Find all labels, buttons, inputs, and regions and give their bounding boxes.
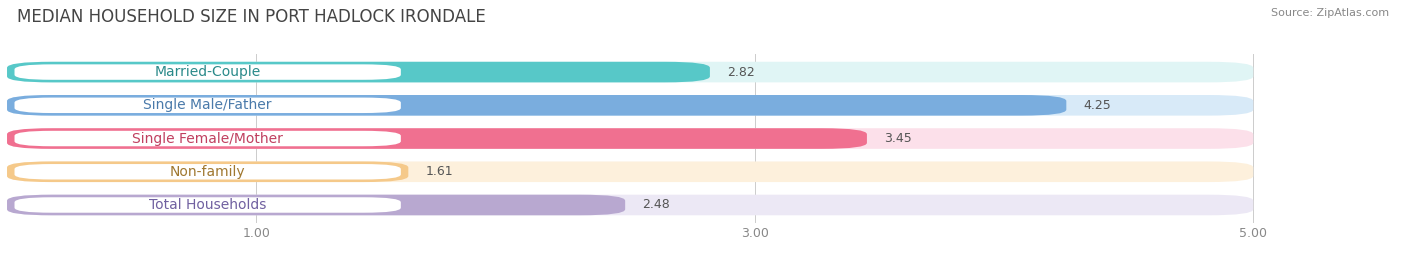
Text: 4.25: 4.25	[1084, 99, 1112, 112]
Text: Married-Couple: Married-Couple	[155, 65, 260, 79]
Text: MEDIAN HOUSEHOLD SIZE IN PORT HADLOCK IRONDALE: MEDIAN HOUSEHOLD SIZE IN PORT HADLOCK IR…	[17, 8, 485, 26]
Text: Source: ZipAtlas.com: Source: ZipAtlas.com	[1271, 8, 1389, 18]
Text: Single Male/Father: Single Male/Father	[143, 98, 271, 112]
FancyBboxPatch shape	[7, 161, 408, 182]
FancyBboxPatch shape	[7, 95, 1066, 116]
FancyBboxPatch shape	[7, 161, 1253, 182]
Text: 3.45: 3.45	[884, 132, 912, 145]
FancyBboxPatch shape	[14, 164, 401, 179]
Text: Non-family: Non-family	[170, 165, 246, 179]
FancyBboxPatch shape	[7, 195, 1253, 215]
Text: Total Households: Total Households	[149, 198, 266, 212]
FancyBboxPatch shape	[7, 128, 868, 149]
FancyBboxPatch shape	[7, 128, 1253, 149]
Text: Single Female/Mother: Single Female/Mother	[132, 132, 283, 146]
FancyBboxPatch shape	[7, 95, 1253, 116]
FancyBboxPatch shape	[7, 62, 1253, 82]
Text: 1.61: 1.61	[426, 165, 453, 178]
FancyBboxPatch shape	[14, 131, 401, 146]
Text: 2.82: 2.82	[727, 66, 755, 79]
Text: 2.48: 2.48	[643, 199, 671, 211]
FancyBboxPatch shape	[14, 98, 401, 113]
FancyBboxPatch shape	[14, 64, 401, 80]
FancyBboxPatch shape	[7, 62, 710, 82]
FancyBboxPatch shape	[14, 197, 401, 213]
FancyBboxPatch shape	[7, 195, 626, 215]
